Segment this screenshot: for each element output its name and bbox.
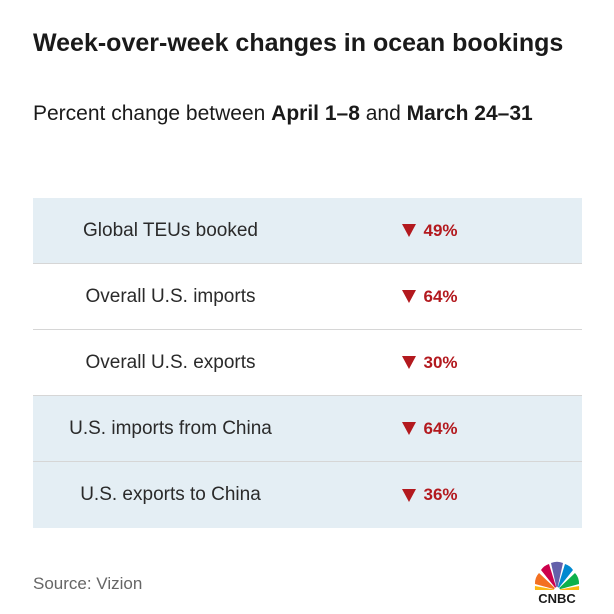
chart-subtitle: Percent change between April 1–8 and Mar… <box>33 99 593 128</box>
cnbc-logo: CNBC <box>530 560 584 606</box>
row-value-cell: 49% <box>308 221 582 241</box>
subtitle-prefix: Percent change between <box>33 102 272 125</box>
data-table: Global TEUs booked 49% Overall U.S. import… <box>33 198 582 528</box>
subtitle-period-1: April 1–8 <box>271 102 360 125</box>
source-note: Source: Vizion <box>33 574 143 593</box>
row-label: Overall U.S. exports <box>85 351 256 373</box>
row-value-cell: 36% <box>308 485 582 505</box>
row-value: 30% <box>423 352 458 372</box>
table-row: Overall U.S. imports 64% <box>33 264 582 330</box>
down-arrow-icon <box>402 224 417 237</box>
table-row: Global TEUs booked 49% <box>33 198 582 264</box>
row-value-cell: 64% <box>308 287 582 307</box>
table-row: Overall U.S. exports 30% <box>33 330 582 396</box>
down-arrow-icon <box>402 488 417 502</box>
down-arrow-icon <box>402 422 417 435</box>
row-value: 49% <box>423 220 458 240</box>
peacock-icon <box>534 561 580 592</box>
row-value-cell: 30% <box>308 353 582 373</box>
table-row: U.S. imports from China 64% <box>33 396 582 462</box>
row-label: U.S. exports to China <box>80 484 261 505</box>
down-arrow-icon <box>402 356 417 369</box>
row-value: 64% <box>423 286 458 306</box>
row-value-cell: 64% <box>308 419 582 439</box>
table-row: U.S. exports to China 36% <box>33 462 582 528</box>
subtitle-middle: and <box>359 102 407 125</box>
down-arrow-icon <box>402 290 417 303</box>
logo-wordmark: CNBC <box>538 591 576 606</box>
chart-title: Week-over-week changes in ocean bookings <box>33 29 564 57</box>
row-label: U.S. imports from China <box>69 417 272 439</box>
row-value: 36% <box>423 485 458 504</box>
row-value: 64% <box>423 418 458 438</box>
subtitle-period-2: March 24–31 <box>406 102 533 125</box>
row-label: Global TEUs booked <box>83 219 258 241</box>
row-label: Overall U.S. imports <box>85 285 256 307</box>
